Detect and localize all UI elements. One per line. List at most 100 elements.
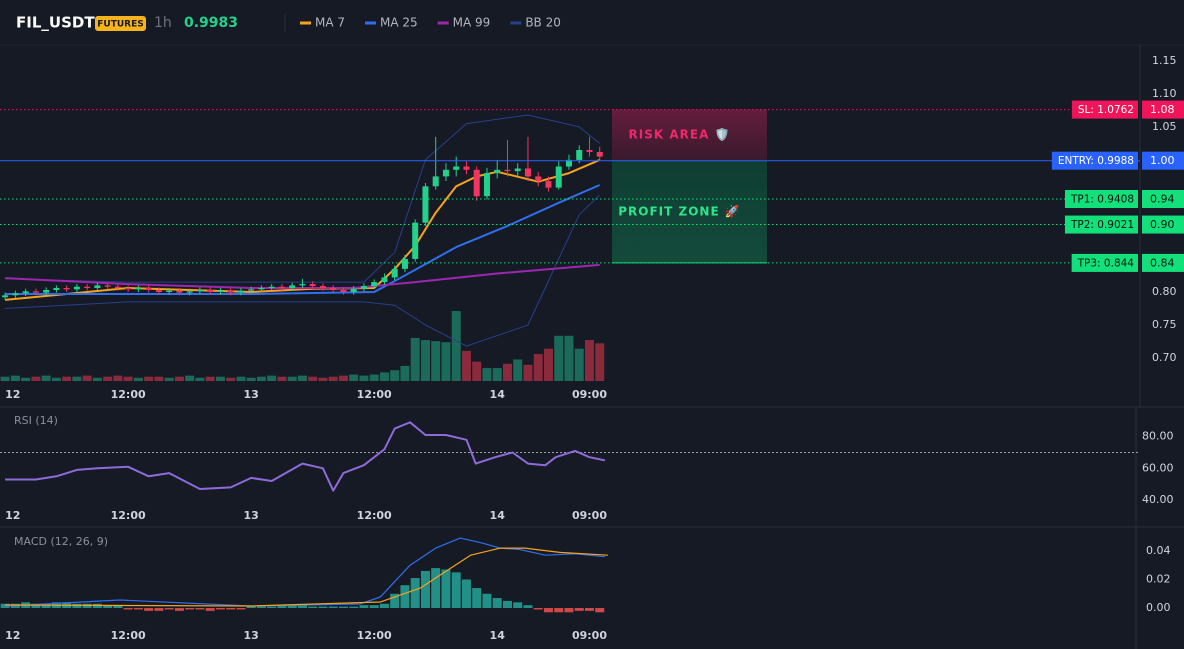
candle-body (442, 169, 449, 177)
x-tick-label: 12:00 (111, 629, 146, 642)
y-tick-label: 1.10 (1152, 87, 1177, 100)
volume-bar (62, 376, 72, 381)
level-label-bg (1071, 100, 1138, 119)
volume-bar (502, 363, 512, 381)
candle-body (371, 282, 378, 287)
volume-bar (574, 348, 584, 381)
volume-bar (154, 376, 164, 381)
volume-bar (82, 375, 92, 381)
x-tick-label: 12:00 (357, 388, 392, 401)
candle-body (237, 290, 244, 293)
volume-bar (461, 350, 471, 381)
volume-bar (195, 377, 205, 381)
candle-body (576, 150, 583, 160)
candle-body (535, 176, 542, 182)
candle-body (586, 150, 593, 152)
candle-body (350, 288, 357, 292)
volume-bar (0, 376, 10, 381)
zones: RISK AREA 🛡️ PROFIT ZONE 🚀 (612, 109, 767, 264)
histogram-bar (390, 593, 400, 609)
histogram-bar (154, 608, 164, 611)
interval: 1h (154, 15, 172, 31)
y-tick-label: 0.80 (1152, 285, 1177, 298)
histogram-bar (338, 606, 348, 609)
volume-bar (226, 377, 236, 381)
histogram-bar (513, 602, 523, 609)
candle-body (514, 168, 521, 172)
candle-body (135, 288, 142, 290)
candle-body (381, 277, 388, 283)
volume-bar (492, 368, 502, 381)
x-tick-label: 09:00 (572, 629, 607, 642)
histogram-bar (226, 608, 236, 610)
volume-bar (328, 376, 338, 381)
histogram-bar (543, 608, 553, 613)
candle-body (73, 286, 80, 290)
zone (612, 160, 767, 263)
level-tick: 1.00 (1150, 154, 1175, 167)
candle-body (227, 290, 234, 293)
axes: 12 12:00 13 12:00 14 09:00 12 12:00 13 12:00 14 09:… (5, 54, 1176, 642)
bb-upper (5, 114, 601, 283)
candle-body (22, 291, 29, 294)
volume-bar (369, 374, 379, 381)
level-label: TP3: 0.844 (1077, 257, 1135, 269)
volume-bar (236, 376, 246, 381)
candle-body (145, 288, 152, 290)
candle-body (94, 285, 101, 289)
candle-body (12, 293, 19, 296)
y-tick-label: 0.75 (1152, 318, 1177, 331)
x-tick-label: 12:00 (111, 509, 146, 522)
histogram-bar (472, 588, 482, 609)
candle-body (258, 288, 265, 290)
histogram-bar (256, 606, 266, 609)
levels: SL: 1.0762 1.08 ENTRY: 0.9988 1.00 TP1: 0.94… (0, 100, 1184, 272)
y-tick-label: 1.05 (1152, 120, 1177, 133)
symbol: FIL_USDT (16, 14, 95, 32)
candle-body (196, 290, 203, 292)
histogram-bar (246, 606, 256, 609)
volume-bar (215, 376, 225, 381)
x-tick-label: 09:00 (572, 509, 607, 522)
volume-bar (10, 375, 20, 381)
candle-body (104, 285, 111, 287)
zone (612, 109, 767, 161)
volume-bar (441, 342, 451, 381)
level-tick-bg (1142, 215, 1184, 234)
level-tick-bg (1142, 190, 1184, 208)
volume-bar (92, 377, 102, 381)
candle-body (43, 290, 50, 293)
y-tick-label: 0.02 (1146, 572, 1171, 585)
volume-bar (359, 375, 369, 381)
histogram-bar (215, 608, 225, 610)
macd-line (5, 547, 608, 607)
x-tick-label: 14 (490, 388, 506, 401)
volume-bar (349, 374, 359, 381)
candle-body (360, 286, 367, 289)
volume-bar (595, 343, 605, 381)
histogram-bar (123, 608, 133, 610)
price: 0.9983 (184, 15, 238, 31)
volume-bar (144, 376, 154, 381)
legend: MA 7 MA 25 MA 99 BB 20 (300, 16, 561, 30)
histogram-bar (492, 598, 502, 609)
level-tick: 1.08 (1150, 103, 1175, 116)
candle-body (217, 290, 224, 292)
histogram-bar (574, 608, 584, 611)
main-plot (0, 114, 605, 381)
candle-body (125, 288, 132, 290)
candle-body (422, 186, 429, 223)
candle-body (114, 286, 121, 289)
y-tick-label: 80.00 (1142, 430, 1174, 443)
histogram-bar (523, 605, 533, 609)
x-tick-label: 12 (5, 388, 20, 401)
volume-bar (410, 337, 420, 381)
histogram-bar (267, 606, 277, 609)
histogram-bar (400, 585, 410, 609)
volume-bar (533, 354, 543, 381)
histogram-bar (113, 605, 123, 609)
bb-lower (5, 194, 601, 347)
volume-bar (482, 368, 492, 381)
